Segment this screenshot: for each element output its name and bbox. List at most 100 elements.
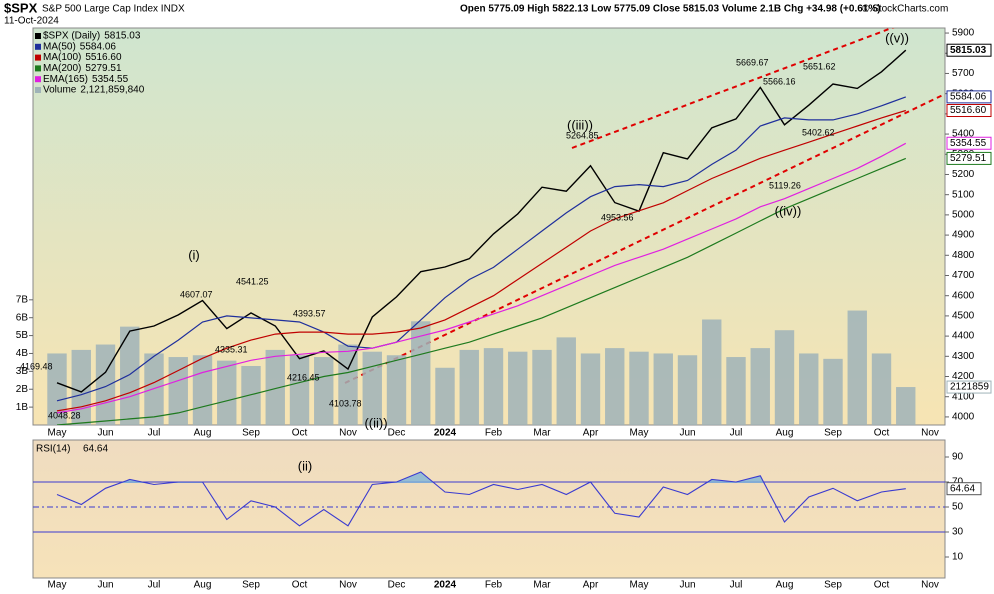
volume-bar	[192, 355, 213, 425]
y-tick-label: 4100	[952, 391, 975, 402]
y-tick-label: 5100	[952, 189, 975, 200]
volume-bar	[823, 358, 843, 425]
y-tick-label: 4800	[952, 250, 975, 261]
price-label: 5119.26	[769, 180, 801, 190]
volume-bar	[726, 357, 746, 425]
x-tick-label: Jun	[97, 580, 113, 591]
value-tag-label: 2121859	[950, 382, 989, 393]
x-tick-label: Jul	[730, 428, 743, 439]
legend-name: MA(50)	[43, 41, 76, 52]
legend-swatch	[35, 54, 41, 61]
y2-tick-label: 7B	[16, 294, 29, 305]
y-tick-label: 30	[952, 527, 964, 538]
price-label: 5402.62	[802, 127, 835, 137]
x-tick-label: May	[48, 428, 67, 439]
volume-bar	[241, 365, 261, 425]
legend-name: MA(200)	[43, 63, 81, 74]
legend-name: RSI(14)	[36, 444, 70, 455]
x-tick-label: Nov	[339, 580, 357, 591]
value-tag-label: 5584.06	[950, 92, 987, 103]
value-tag	[946, 136, 992, 150]
price-label: 5651.62	[803, 61, 836, 71]
y2-tick-label: 6B	[16, 312, 29, 323]
series-line	[56, 157, 907, 425]
wave-label: ((iii))	[567, 117, 593, 132]
volume-bar	[95, 344, 116, 425]
value-tag	[946, 482, 982, 496]
legend-value: 5279.51	[85, 63, 122, 74]
volume-bar	[580, 353, 601, 425]
volume-bar	[556, 337, 576, 425]
volume-bar	[386, 355, 407, 425]
x-tick-label: 2024	[434, 428, 457, 439]
x-tick-label: Feb	[485, 428, 503, 439]
y-tick-label: 4600	[952, 290, 975, 301]
legend-swatch	[35, 43, 41, 50]
price-label: 4607.07	[180, 289, 213, 299]
volume-bar	[629, 351, 649, 425]
legend-value: 64.64	[83, 444, 108, 455]
quote: Open 5775.09 High 5822.13 Low 5775.09 Cl…	[460, 4, 881, 15]
y2-tick-label: 4B	[16, 348, 29, 359]
price-label: 4103.78	[329, 398, 362, 408]
chart-subtitle: S&P 500 Large Cap Index INDX	[42, 4, 185, 15]
x-tick-label: May	[630, 580, 649, 591]
y-tick-label: 4900	[952, 230, 975, 241]
y-tick-label: 5700	[952, 68, 975, 79]
price-plot	[47, 49, 916, 425]
x-tick-label: Oct	[292, 580, 308, 591]
volume-bar	[289, 355, 310, 425]
y-tick-label: 4500	[952, 311, 975, 322]
volume-bar	[871, 353, 892, 425]
volume-bar	[411, 321, 431, 425]
price-label: 4541.25	[236, 276, 269, 286]
y-tick-label: 10	[952, 552, 964, 563]
volume-bar	[653, 353, 673, 425]
price-label: 4169.48	[20, 361, 53, 371]
y2-tick-label: 3B	[16, 366, 29, 377]
volume-bar	[483, 348, 504, 425]
value-tag-label: 5516.60	[950, 105, 987, 116]
series-line	[56, 142, 907, 414]
y-tick-label: 4700	[952, 270, 975, 281]
legend-value: 5584.06	[80, 41, 117, 52]
x-tick-label: Mar	[533, 580, 551, 591]
x-tick-label: Feb	[485, 580, 503, 591]
x-tick-label: Aug	[776, 428, 794, 439]
y-tick-label: 5200	[952, 169, 975, 180]
y-tick-label: 50	[952, 502, 964, 513]
value-tag-label: 64.64	[950, 483, 975, 494]
value-tag-label: 5815.03	[950, 45, 987, 56]
volume-bar	[750, 348, 770, 425]
legend-name: EMA(165)	[43, 74, 88, 85]
x-tick-label: Aug	[776, 580, 794, 591]
wave-label: (i)	[188, 247, 200, 262]
volume-bar	[144, 353, 164, 425]
price-label: 4335.31	[215, 344, 248, 354]
value-tag-label: 5279.51	[950, 153, 987, 164]
legend-swatch	[35, 33, 41, 39]
volume-bar	[338, 344, 358, 425]
y-tick-label: 70	[952, 477, 964, 488]
value-tag	[946, 380, 992, 394]
x-tick-label: 2024	[434, 580, 457, 591]
y-tick-label: 4300	[952, 351, 975, 362]
volume-bar	[168, 357, 188, 425]
rsi-panel	[32, 439, 946, 579]
x-tick-label: Sep	[242, 580, 260, 591]
value-tag	[946, 151, 992, 165]
volume-bar	[265, 349, 285, 425]
trend-lines	[344, 28, 945, 384]
x-tick-label: Jul	[148, 580, 161, 591]
y-tick-label: 5900	[952, 28, 975, 39]
x-tick-label: Nov	[921, 428, 939, 439]
price-label: 4048.28	[48, 410, 81, 420]
volume-bar	[774, 330, 795, 425]
legend-value: 5815.03	[104, 31, 141, 42]
volume-bar	[47, 353, 67, 425]
price-label: 5264.85	[566, 130, 599, 140]
y2-tick-label: 2B	[16, 384, 29, 395]
series-line	[56, 109, 906, 412]
x-tick-label: Jun	[679, 428, 695, 439]
